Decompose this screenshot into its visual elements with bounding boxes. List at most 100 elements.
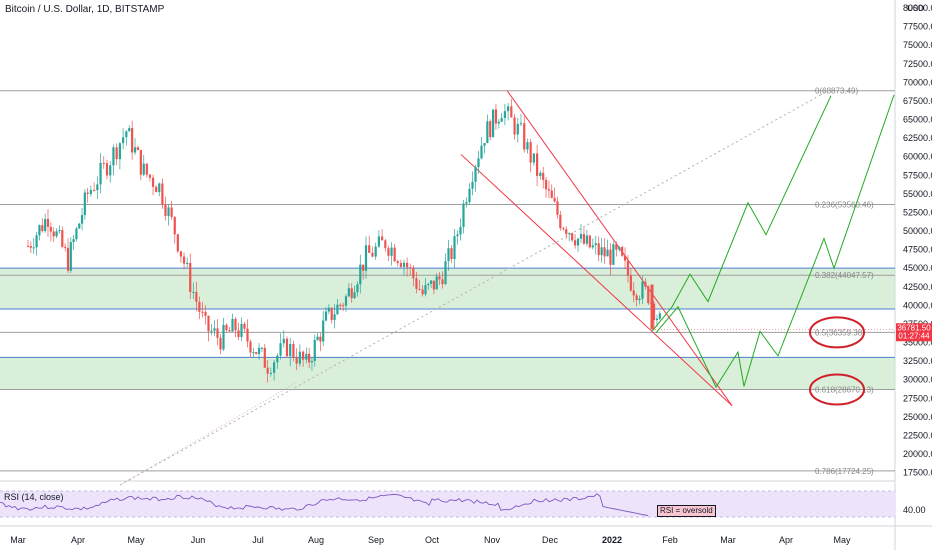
candle-body [222, 324, 225, 350]
candle-body [115, 147, 118, 160]
candle-body [459, 226, 462, 235]
candle-body [131, 128, 134, 153]
candle-body [632, 290, 635, 296]
candle-body [260, 347, 264, 349]
candle-body [170, 207, 173, 217]
y-tick-label: 52500.00 [903, 207, 932, 217]
candle-body [615, 244, 618, 250]
candle-body [322, 320, 325, 342]
candle-body [418, 288, 421, 290]
candle-body [547, 189, 551, 191]
candle-body [606, 249, 609, 257]
x-tick-label: Sep [368, 535, 384, 545]
candle-body [571, 233, 574, 241]
candle-body [381, 236, 384, 241]
fib-level-label: 0.5(36359.38) [815, 328, 865, 337]
x-tick-label: Apr [779, 535, 793, 545]
candle-body [330, 307, 333, 320]
candle-body [347, 288, 350, 297]
candle-body [255, 352, 258, 354]
y-tick-label: 62500.00 [903, 133, 932, 143]
candle-body [125, 131, 128, 138]
candle-body [468, 188, 471, 203]
candle-body [310, 361, 314, 363]
candle-body [393, 247, 396, 262]
candle-body [219, 337, 222, 350]
candle-body [364, 245, 368, 271]
candle-body [102, 162, 105, 164]
candle-body [573, 240, 577, 246]
candle-body [513, 117, 516, 135]
candle-body [225, 324, 228, 331]
candle-body [374, 246, 377, 257]
candle-body [477, 158, 480, 168]
x-tick-label: Aug [308, 535, 324, 545]
candle-body [415, 278, 418, 289]
candle-body [523, 123, 526, 150]
y-tick-label: 40000.00 [903, 300, 932, 310]
candle-body [390, 247, 393, 256]
candle-body [565, 229, 568, 235]
candle-body [142, 163, 145, 175]
y-tick-label: 80000.00 [903, 3, 932, 13]
candle-body [213, 328, 216, 331]
candle-body [353, 292, 356, 299]
candle-body [276, 355, 279, 363]
candle-body [285, 338, 289, 357]
rising-trend-line [119, 383, 296, 486]
x-tick-label: Apr [71, 535, 85, 545]
candle-body [216, 328, 219, 338]
candle-body [64, 246, 67, 248]
candle-body [29, 246, 32, 248]
candle-body [99, 162, 102, 185]
candle-body [399, 263, 402, 267]
candle-body [553, 197, 556, 202]
y-tick-label: 60000.00 [903, 152, 932, 162]
candle-body [438, 276, 441, 280]
candle-body [629, 275, 632, 291]
rsi-indicator-label[interactable]: RSI (14, close) [4, 492, 64, 502]
candle-body [489, 121, 492, 138]
x-tick-label: Feb [662, 535, 678, 545]
candle-body [456, 234, 459, 237]
candle-body [122, 137, 125, 144]
candle-body [658, 313, 661, 319]
candle-body [69, 242, 72, 271]
candle-body [240, 323, 243, 337]
candle-body [623, 255, 627, 261]
candle-body [588, 235, 591, 248]
candle-body [500, 118, 503, 122]
candle-body [429, 280, 433, 284]
candle-body [237, 330, 240, 337]
candle-body [58, 230, 61, 232]
candle-body [173, 216, 176, 235]
candle-body [234, 318, 237, 331]
candle-body [105, 163, 109, 176]
projection-path [655, 94, 895, 389]
x-tick-label: Nov [484, 535, 501, 545]
candle-body [313, 339, 316, 362]
candle-body [387, 248, 390, 256]
fib-diagonal [119, 89, 831, 486]
y-tick-label: 50000.00 [903, 226, 932, 236]
candle-body [55, 231, 58, 237]
candle-body [536, 153, 539, 176]
candle-body [204, 311, 207, 316]
candle-body [480, 145, 483, 159]
candle-body [526, 142, 529, 150]
candle-body [609, 249, 612, 265]
fib-level-label: 0.786(17724.25) [815, 467, 874, 476]
candle-body [362, 264, 365, 271]
y-tick-label: 57500.00 [903, 170, 932, 180]
candle-body [44, 218, 47, 231]
candle-body [344, 296, 348, 306]
y-tick-label: 47500.00 [903, 245, 932, 255]
candle-body [641, 281, 644, 299]
candle-body [292, 343, 295, 358]
x-tick-label: Jul [252, 535, 264, 545]
candle-body [75, 228, 78, 240]
candle-body [507, 106, 510, 112]
y-tick-label: 32500.00 [903, 356, 932, 366]
candle-body [252, 352, 255, 354]
candle-body [266, 367, 269, 374]
